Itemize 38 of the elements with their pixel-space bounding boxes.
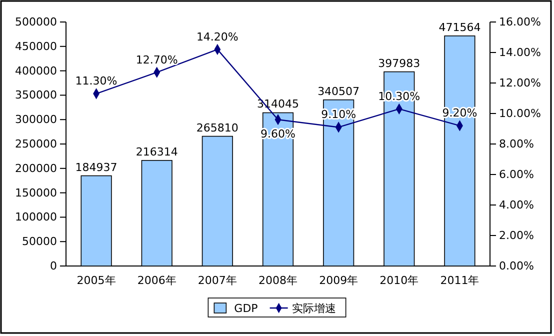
y-tick-label: 100000 — [15, 210, 57, 224]
data-label: 265810 — [196, 121, 238, 134]
y-tick-label: 0 — [50, 260, 57, 273]
y2-tick-label: 2.00% — [499, 229, 534, 242]
y2-tick-label: 8.00% — [499, 138, 534, 151]
y2-tick-label: 16.00% — [499, 16, 541, 29]
x-tick-label: 2007年 — [198, 274, 237, 287]
x-tick-label: 2005年 — [76, 274, 116, 287]
x-tick-label: 2006年 — [137, 274, 176, 287]
y2-tick-label: 10.00% — [499, 107, 541, 120]
y2-tick-label: 12.00% — [499, 76, 541, 90]
x-tick-label: 2010年 — [380, 274, 419, 287]
y2-tick-label: 0.00% — [499, 260, 534, 273]
data-label: 184937 — [75, 160, 118, 174]
x-tick-label: 2008年 — [258, 274, 298, 287]
data-label: 471564 — [438, 20, 481, 34]
y-tick-label: 500000 — [15, 16, 57, 29]
y-tick-label: 150000 — [15, 186, 57, 200]
data-label: 216314 — [136, 145, 178, 158]
y2-tick-label: 6.00% — [499, 168, 534, 182]
x-tick-label: 2009年 — [319, 274, 358, 287]
legend-label: GDP — [234, 302, 258, 315]
y2-tick-label: 4.00% — [499, 198, 534, 212]
y-tick-label: 400000 — [15, 64, 57, 78]
y-tick-label: 300000 — [15, 113, 57, 126]
y-tick-label: 450000 — [15, 40, 57, 53]
data-label: 11.30% — [75, 74, 118, 88]
data-label: 397983 — [378, 56, 420, 70]
x-tick-label: 2011年 — [440, 274, 480, 287]
y-tick-label: 200000 — [15, 162, 57, 175]
data-label: 12.70% — [136, 53, 178, 66]
y-tick-label: 250000 — [15, 138, 57, 151]
y-tick-label: 350000 — [15, 88, 57, 102]
y-tick-label: 50000 — [22, 235, 57, 248]
y2-tick-label: 14.00% — [499, 46, 541, 60]
legend-label: 实际增速 — [292, 302, 336, 315]
data-label: 340507 — [318, 84, 360, 98]
data-label: 14.20% — [196, 30, 238, 44]
